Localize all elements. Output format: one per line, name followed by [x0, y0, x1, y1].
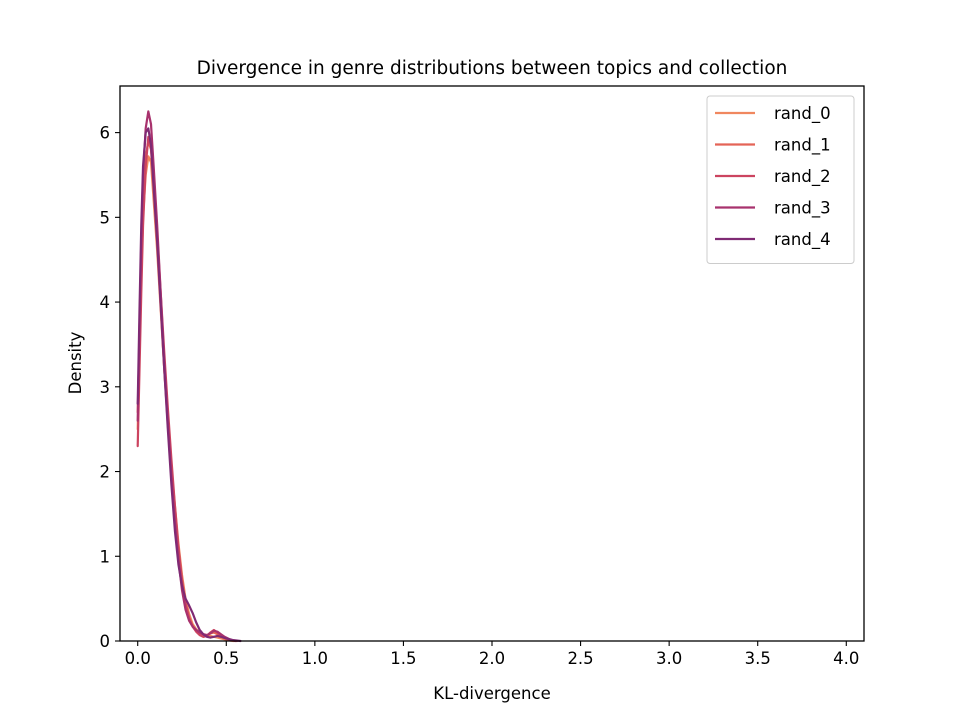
x-tick-label: 2.5	[567, 649, 593, 668]
x-tick-label: 4.0	[833, 649, 859, 668]
series-line-rand_4	[136, 127, 242, 643]
series-line-rand_2	[136, 135, 239, 643]
x-tick-label: 2.0	[479, 649, 505, 668]
legend-label-rand_2: rand_2	[774, 167, 831, 187]
chart-title: Divergence in genre distributions betwee…	[197, 58, 788, 79]
legend-label-rand_0: rand_0	[774, 104, 831, 124]
x-tick-label: 3.5	[745, 649, 771, 668]
legend-box	[706, 95, 855, 264]
legend-label-rand_4: rand_4	[774, 230, 831, 250]
legend-label-rand_1: rand_1	[774, 136, 831, 156]
y-tick-label: 2	[100, 463, 111, 482]
x-tick-label: 0.0	[125, 649, 151, 668]
x-axis: 0.0 0.5 1.0 1.5 2.0 2.5 3.0 3.5 4.0	[125, 641, 859, 668]
y-tick-label: 5	[100, 208, 111, 227]
legend: rand_0 rand_1 rand_2 rand_3 rand_4	[706, 95, 855, 264]
x-axis-label: KL-divergence	[433, 684, 550, 703]
series-line-rand_0	[136, 155, 235, 643]
series-line-rand_1	[136, 139, 237, 643]
y-tick-label: 6	[100, 124, 111, 143]
x-tick-label: 1.5	[390, 649, 416, 668]
y-tick-label: 4	[100, 293, 111, 312]
y-tick-label: 0	[100, 632, 111, 651]
x-tick-label: 3.0	[656, 649, 682, 668]
x-tick-label: 1.0	[302, 649, 328, 668]
y-axis-label: Density	[66, 331, 85, 394]
x-tick-label: 0.5	[213, 649, 239, 668]
y-tick-label: 3	[100, 378, 111, 397]
y-axis: 0 1 2 3 4 5 6	[100, 124, 120, 651]
y-tick-label: 1	[100, 547, 111, 566]
plot-lines	[136, 110, 242, 643]
legend-label-rand_3: rand_3	[774, 199, 831, 219]
